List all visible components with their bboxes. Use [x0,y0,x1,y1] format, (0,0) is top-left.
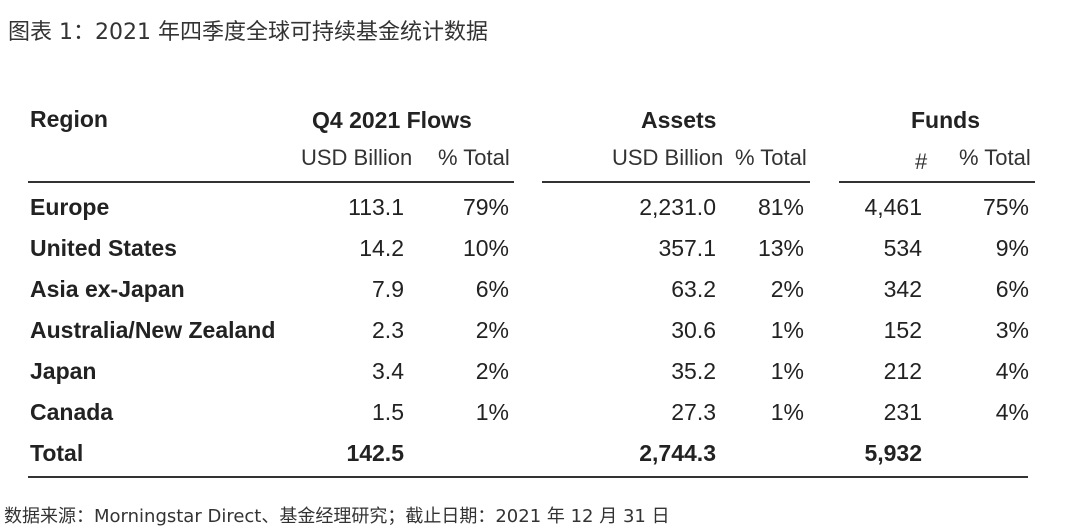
funds-count-subheader: # [915,149,928,174]
funds-count-cell: 152 [883,317,922,343]
flows-pct-cell: 6% [475,276,509,302]
assets-usd-cell: 30.6 [671,317,716,343]
funds-count-cell: 231 [883,399,922,425]
source-note: 数据来源：Morningstar Direct、基金经理研究；截止日期：2021… [4,506,670,527]
assets-pct-cell: 1% [770,399,804,425]
flows-pct-cell: 1% [475,399,509,425]
flows-usd-cell: 14.2 [359,235,404,261]
total-row-label: Total [30,440,84,466]
flows-usd-cell: 142.5 [346,440,404,466]
flows-pct-cell: 10% [462,235,509,261]
header-rule-assets [542,181,810,183]
funds-pct-cell: 4% [995,358,1029,384]
assets-usd-cell: 35.2 [671,358,716,384]
funds-count-cell: 212 [883,358,922,384]
assets-usd-cell: 2,231.0 [639,194,716,220]
assets-usd-cell: 27.3 [671,399,716,425]
funds-count-cell: 4,461 [864,194,922,220]
region-label: Europe [30,194,110,220]
flows-pct-subheader: % Total [438,145,510,170]
region-header: Region [30,106,108,132]
funds-pct-cell: 4% [995,399,1029,425]
assets-header: Assets [641,107,717,133]
funds-pct-cell: 75% [982,194,1029,220]
region-label: Japan [30,358,97,384]
flows-pct-cell: 2% [475,317,509,343]
funds-count-cell: 5,932 [864,440,922,466]
assets-pct-cell: 2% [770,276,804,302]
assets-pct-cell: 13% [757,235,804,261]
funds-pct-subheader: % Total [959,145,1031,170]
flows-header: Q4 2021 Flows [312,107,472,133]
flows-pct-cell: 2% [475,358,509,384]
funds-count-cell: 342 [883,276,922,302]
table-bottom-rule [28,476,1028,478]
header-rule-flows [28,181,514,183]
region-label: Asia ex-Japan [30,276,185,302]
flows-usd-cell: 2.3 [372,317,404,343]
flows-pct-cell: 79% [462,194,509,220]
funds-pct-cell: 3% [995,317,1029,343]
flows-usd-cell: 113.1 [348,194,404,220]
flows-usd-subheader: USD Billion [301,145,413,170]
assets-usd-subheader: USD Billion [612,145,724,170]
flows-usd-cell: 3.4 [372,358,404,384]
figure-title: 图表 1：2021 年四季度全球可持续基金统计数据 [8,20,488,45]
region-label: United States [30,235,177,261]
funds-count-cell: 534 [883,235,922,261]
flows-usd-cell: 7.9 [372,276,404,302]
header-rule-funds [839,181,1035,183]
assets-pct-cell: 1% [770,317,804,343]
funds-header: Funds [911,107,980,133]
flows-usd-cell: 1.5 [372,399,404,425]
region-label: Australia/New Zealand [30,317,276,343]
funds-pct-cell: 6% [995,276,1029,302]
assets-pct-subheader: % Total [735,145,807,170]
assets-pct-cell: 1% [770,358,804,384]
assets-usd-cell: 63.2 [671,276,716,302]
region-label: Canada [30,399,114,425]
assets-usd-cell: 357.1 [658,235,716,261]
assets-pct-cell: 81% [757,194,804,220]
funds-pct-cell: 9% [995,235,1029,261]
assets-usd-cell: 2,744.3 [639,440,716,466]
